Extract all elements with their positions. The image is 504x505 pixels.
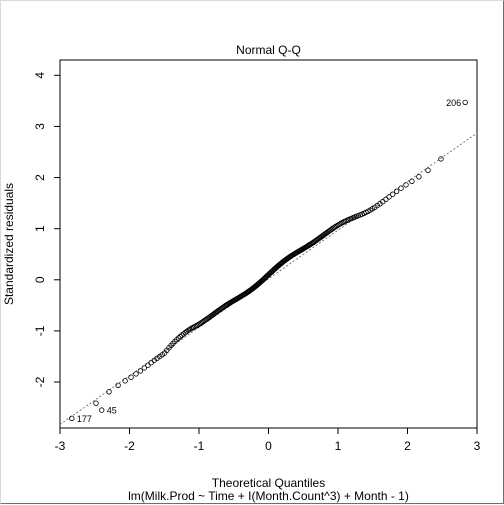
data-point	[106, 389, 112, 395]
data-points	[69, 99, 468, 421]
point-labels: 206 177 45	[77, 98, 461, 424]
data-point	[409, 178, 415, 184]
x-tick-label: -2	[124, 439, 135, 453]
data-point	[174, 336, 180, 343]
chart-subtitle: lm(Milk.Prod ~ Time + I(Month.Count^3) +…	[128, 489, 409, 503]
x-axis-label: Theoretical Quantiles	[212, 476, 325, 490]
reference-line	[59, 132, 478, 425]
data-point	[374, 202, 380, 209]
data-point	[154, 355, 160, 361]
y-tick-label: 2	[33, 174, 47, 181]
point-label: 45	[107, 406, 117, 416]
x-tick-label: -3	[55, 439, 66, 453]
y-tick-label: 4	[33, 72, 47, 79]
data-point	[398, 185, 404, 191]
data-point	[386, 194, 392, 200]
labeled-data-point	[462, 99, 468, 106]
y-tick-label: -1	[33, 325, 47, 336]
y-tick-label: 0	[33, 276, 47, 283]
y-tick-label: 3	[33, 123, 47, 130]
data-point	[175, 335, 182, 341]
point-label: 177	[77, 414, 92, 424]
x-tick-label: 2	[404, 439, 411, 453]
y-tick-label: 1	[33, 225, 47, 232]
point-label: 206	[446, 98, 461, 108]
data-point	[383, 196, 389, 203]
labeled-data-point	[69, 415, 75, 421]
data-point	[390, 191, 396, 197]
data-point	[425, 167, 431, 173]
data-point	[185, 327, 191, 334]
data-point	[393, 188, 400, 194]
data-point	[403, 182, 409, 188]
labeled-data-point	[98, 407, 105, 413]
data-point	[336, 221, 342, 228]
data-point	[133, 371, 139, 377]
y-axis-label: Standardized residuals	[2, 183, 16, 305]
data-point	[137, 368, 144, 374]
y-tick-label: -2	[33, 376, 47, 387]
x-tick-label: 3	[474, 439, 481, 453]
plot-box	[59, 59, 478, 429]
x-axis: -3 -2 -1 0 1 2 3	[55, 427, 481, 453]
x-tick-label: -1	[194, 439, 205, 453]
data-point	[438, 156, 444, 162]
x-tick-label: 0	[265, 439, 272, 453]
data-point	[93, 400, 99, 406]
data-point	[416, 174, 422, 180]
data-point	[145, 362, 151, 368]
data-point	[148, 360, 154, 366]
data-point	[141, 365, 147, 371]
data-point	[122, 378, 128, 384]
chart-title: Normal Q-Q	[236, 43, 301, 57]
data-point	[177, 333, 183, 340]
data-point	[128, 374, 134, 380]
y-axis: -2 -1 0 1 2 3 4	[33, 72, 61, 387]
data-point	[115, 382, 121, 388]
x-tick-label: 1	[335, 439, 342, 453]
